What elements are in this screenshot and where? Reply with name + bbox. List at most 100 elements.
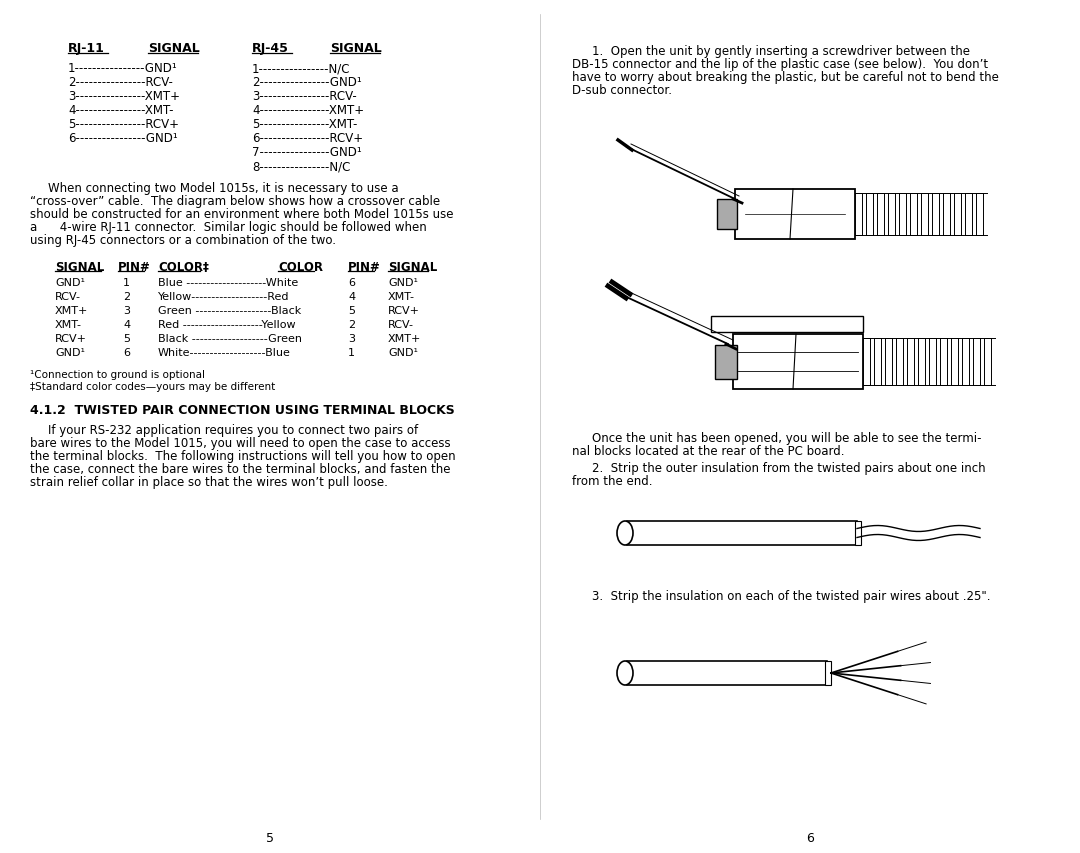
Text: 2: 2: [123, 292, 130, 302]
Bar: [962, 339, 969, 386]
Bar: [855, 194, 862, 235]
Text: 3: 3: [348, 334, 355, 344]
Text: 2----------------RCV-: 2----------------RCV-: [68, 76, 173, 89]
Bar: [896, 339, 903, 386]
Bar: [910, 194, 917, 235]
Text: GND¹: GND¹: [55, 278, 85, 287]
Text: 4----------------XMT+: 4----------------XMT+: [252, 104, 364, 117]
Text: XMT+: XMT+: [55, 305, 89, 316]
Bar: [888, 194, 895, 235]
Text: 5----------------RCV+: 5----------------RCV+: [68, 118, 179, 131]
Ellipse shape: [617, 521, 633, 545]
Text: 5: 5: [348, 305, 355, 316]
Text: When connecting two Model 1015s, it is necessary to use a: When connecting two Model 1015s, it is n…: [48, 182, 399, 194]
Bar: [735, 189, 855, 240]
Text: GND¹: GND¹: [55, 347, 85, 357]
Text: 6: 6: [806, 831, 814, 844]
Text: should be constructed for an environment where both Model 1015s use: should be constructed for an environment…: [30, 208, 454, 221]
Bar: [918, 339, 924, 386]
Text: 4----------------XMT-: 4----------------XMT-: [68, 104, 174, 117]
Bar: [711, 316, 863, 333]
Text: the terminal blocks.  The following instructions will tell you how to open: the terminal blocks. The following instr…: [30, 450, 456, 462]
Bar: [866, 194, 873, 235]
Text: ¹Connection to ground is optional: ¹Connection to ground is optional: [30, 369, 205, 380]
Text: XMT-: XMT-: [388, 292, 415, 302]
Text: 6----------------RCV+: 6----------------RCV+: [252, 132, 363, 145]
Text: 6----------------GND¹: 6----------------GND¹: [68, 132, 178, 145]
Bar: [976, 194, 983, 235]
Bar: [966, 194, 972, 235]
Text: 1.  Open the unit by gently inserting a screwdriver between the: 1. Open the unit by gently inserting a s…: [592, 45, 970, 58]
Bar: [717, 200, 737, 229]
Text: have to worry about breaking the plastic, but be careful not to bend the: have to worry about breaking the plastic…: [572, 71, 999, 84]
Text: COLOR‡: COLOR‡: [158, 261, 208, 274]
Text: 6: 6: [123, 347, 130, 357]
Bar: [627, 661, 827, 685]
Text: RJ-45: RJ-45: [252, 42, 288, 55]
Text: SIGNAL: SIGNAL: [55, 261, 105, 274]
Text: Green -------------------Black: Green -------------------Black: [158, 305, 301, 316]
Text: 2----------------GND¹: 2----------------GND¹: [252, 76, 362, 89]
Text: ‡Standard color codes—yours may be different: ‡Standard color codes—yours may be diffe…: [30, 381, 275, 392]
Text: bare wires to the Model 1015, you will need to open the case to access: bare wires to the Model 1015, you will n…: [30, 437, 450, 450]
Text: 3: 3: [123, 305, 130, 316]
Text: 5----------------XMT-: 5----------------XMT-: [252, 118, 357, 131]
Bar: [877, 194, 885, 235]
Text: 1: 1: [123, 278, 130, 287]
Text: the case, connect the bare wires to the terminal blocks, and fasten the: the case, connect the bare wires to the …: [30, 462, 450, 475]
Text: DB-15 connector and the lip of the plastic case (see below).  You don’t: DB-15 connector and the lip of the plast…: [572, 58, 988, 71]
Bar: [907, 339, 914, 386]
Bar: [715, 345, 737, 380]
Text: PIN#: PIN#: [118, 261, 151, 274]
Text: 1----------------GND¹: 1----------------GND¹: [68, 62, 178, 75]
Text: “cross-over” cable.  The diagram below shows how a crossover cable: “cross-over” cable. The diagram below sh…: [30, 194, 441, 208]
Text: 4.1.2  TWISTED PAIR CONNECTION USING TERMINAL BLOCKS: 4.1.2 TWISTED PAIR CONNECTION USING TERM…: [30, 403, 455, 416]
Text: 7----------------GND¹: 7----------------GND¹: [252, 146, 362, 159]
Text: 6: 6: [348, 278, 355, 287]
Text: PIN#: PIN#: [348, 261, 381, 274]
Text: 1: 1: [348, 347, 355, 357]
Text: RCV+: RCV+: [55, 334, 87, 344]
Text: using RJ-45 connectors or a combination of the two.: using RJ-45 connectors or a combination …: [30, 234, 336, 247]
Bar: [899, 194, 906, 235]
Text: Once the unit has been opened, you will be able to see the termi-: Once the unit has been opened, you will …: [592, 432, 982, 444]
Bar: [855, 521, 861, 545]
Bar: [984, 339, 991, 386]
Text: a      4-wire RJ-11 connector.  Similar logic should be followed when: a 4-wire RJ-11 connector. Similar logic …: [30, 221, 427, 234]
Bar: [885, 339, 892, 386]
Text: If your RS-232 application requires you to connect two pairs of: If your RS-232 application requires you …: [48, 423, 418, 437]
Bar: [954, 194, 961, 235]
Bar: [929, 339, 936, 386]
Text: Black -------------------Green: Black -------------------Green: [158, 334, 302, 344]
Text: Red --------------------Yellow: Red --------------------Yellow: [158, 320, 296, 329]
Text: 4: 4: [348, 292, 355, 302]
Text: RCV+: RCV+: [388, 305, 420, 316]
Bar: [973, 339, 980, 386]
Text: XMT+: XMT+: [388, 334, 421, 344]
Text: SIGNAL: SIGNAL: [330, 42, 381, 55]
Bar: [943, 194, 950, 235]
Text: 2.  Strip the outer insulation from the twisted pairs about one inch: 2. Strip the outer insulation from the t…: [592, 461, 986, 474]
Bar: [940, 339, 947, 386]
Text: 4: 4: [123, 320, 130, 329]
Bar: [951, 339, 958, 386]
Text: SIGNAL: SIGNAL: [388, 261, 437, 274]
Text: SIGNAL: SIGNAL: [148, 42, 200, 55]
Text: nal blocks located at the rear of the PC board.: nal blocks located at the rear of the PC…: [572, 444, 845, 457]
Bar: [733, 334, 863, 390]
Text: 3----------------RCV-: 3----------------RCV-: [252, 90, 356, 103]
Text: 5: 5: [123, 334, 130, 344]
Text: Yellow-------------------Red: Yellow-------------------Red: [158, 292, 289, 302]
Text: GND¹: GND¹: [388, 347, 418, 357]
Text: from the end.: from the end.: [572, 474, 652, 487]
Bar: [932, 194, 939, 235]
Text: RCV-: RCV-: [388, 320, 414, 329]
Text: strain relief collar in place so that the wires won’t pull loose.: strain relief collar in place so that th…: [30, 475, 388, 489]
Text: White-------------------Blue: White-------------------Blue: [158, 347, 291, 357]
Bar: [825, 661, 831, 685]
Text: XMT-: XMT-: [55, 320, 82, 329]
Text: 5: 5: [266, 831, 274, 844]
Bar: [874, 339, 881, 386]
Text: COLOR: COLOR: [278, 261, 323, 274]
Text: 1----------------N/C: 1----------------N/C: [252, 62, 351, 75]
